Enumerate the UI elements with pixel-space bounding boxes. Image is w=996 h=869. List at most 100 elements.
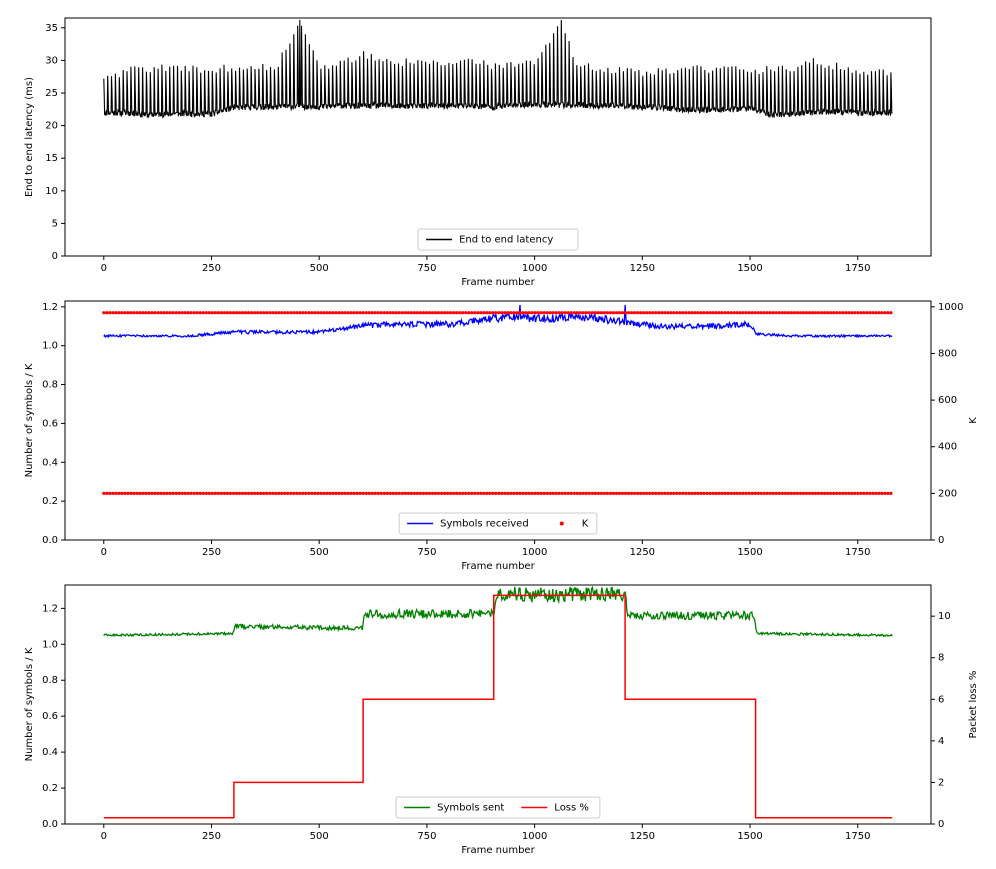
k-point [886, 311, 890, 315]
k-point [810, 311, 815, 315]
y2-tick-label: 1000 [938, 302, 963, 313]
subplot-2: 0 250 500 750 1000 1250 1500 1750 0.0 0.2 0.4 0.6 0.… [24, 300, 979, 572]
y-tick-label: 35 [45, 23, 58, 34]
x-tick-label: 1750 [845, 547, 870, 558]
k-point [756, 491, 760, 495]
k-point [810, 491, 815, 495]
k-point [307, 491, 311, 495]
k-point [780, 311, 785, 315]
k-point [207, 491, 211, 495]
k-point [847, 491, 851, 495]
k-point [283, 311, 287, 315]
k-point [777, 491, 781, 495]
k-point [334, 491, 338, 495]
k-point [850, 491, 854, 495]
k-point [292, 491, 296, 495]
k-point [503, 491, 507, 495]
k-point [406, 311, 410, 315]
k-point [418, 491, 422, 495]
k-point [440, 491, 444, 495]
k-point [563, 491, 567, 495]
k-point [201, 311, 205, 315]
k-point [367, 491, 371, 495]
k-point [307, 311, 311, 315]
y-tick-label: 1.2 [42, 302, 58, 313]
k-point [153, 311, 157, 315]
k-point [871, 491, 875, 495]
k-point [162, 311, 166, 315]
k-point [617, 491, 622, 495]
k-point [147, 491, 151, 495]
k-point [723, 491, 727, 495]
k-point [877, 311, 881, 315]
series-line-latency [103, 19, 893, 119]
k-point [108, 311, 112, 315]
k-point [590, 491, 595, 495]
k-point [524, 311, 528, 315]
k-point [228, 491, 232, 495]
k-point [807, 491, 812, 495]
k-point [735, 491, 739, 495]
k-point [443, 491, 447, 495]
k-point [636, 491, 640, 495]
k-point [620, 311, 625, 315]
k-point [102, 491, 106, 495]
k-point [189, 311, 193, 315]
k-point [741, 491, 745, 495]
k-point [804, 311, 809, 315]
k-point [747, 311, 751, 315]
x-tick-label: 500 [310, 547, 329, 558]
k-point [512, 311, 516, 315]
k-point [497, 491, 501, 495]
x-tick-label: 0 [101, 831, 107, 842]
k-point [602, 311, 607, 315]
k-point [204, 311, 208, 315]
k-point [114, 311, 118, 315]
k-point [841, 311, 845, 315]
y-tick-label: 0.2 [42, 496, 58, 507]
k-point [192, 491, 196, 495]
k-point [346, 491, 350, 495]
k-point [844, 491, 848, 495]
k-point [804, 491, 809, 495]
k-point [319, 311, 323, 315]
k-point [533, 311, 537, 315]
k-point [253, 311, 257, 315]
k-point [605, 491, 610, 495]
k-point [645, 311, 649, 315]
k-point [768, 311, 772, 315]
k-point [572, 311, 576, 315]
k-point [331, 311, 335, 315]
y-tick-label: 0.8 [42, 380, 58, 391]
y2-tick-label: 2 [938, 777, 944, 788]
k-point [835, 311, 839, 315]
k-point [180, 491, 184, 495]
k-point [231, 311, 236, 315]
k-point [138, 311, 142, 315]
k-point [473, 491, 477, 495]
k-point [424, 311, 429, 315]
k-point [379, 311, 383, 315]
k-point [277, 311, 281, 315]
k-point [663, 311, 667, 315]
k-point [862, 491, 866, 495]
x-tick-label: 0 [101, 263, 107, 274]
k-point [455, 311, 459, 315]
k-point [141, 311, 145, 315]
k-point [195, 311, 199, 315]
k-point [256, 311, 260, 315]
legend-label: Symbols received [440, 519, 529, 530]
k-point [512, 491, 516, 495]
k-point [765, 491, 769, 495]
y-axis-label: Number of symbols / K [24, 647, 35, 761]
k-point [301, 311, 305, 315]
k-point [750, 311, 754, 315]
k-point [433, 311, 438, 315]
k-point [792, 311, 797, 315]
k-point [280, 311, 284, 315]
plot-area [103, 19, 893, 119]
k-point [446, 491, 450, 495]
k-point [729, 311, 733, 315]
x-tick-label: 1000 [522, 547, 547, 558]
k-point [433, 491, 438, 495]
